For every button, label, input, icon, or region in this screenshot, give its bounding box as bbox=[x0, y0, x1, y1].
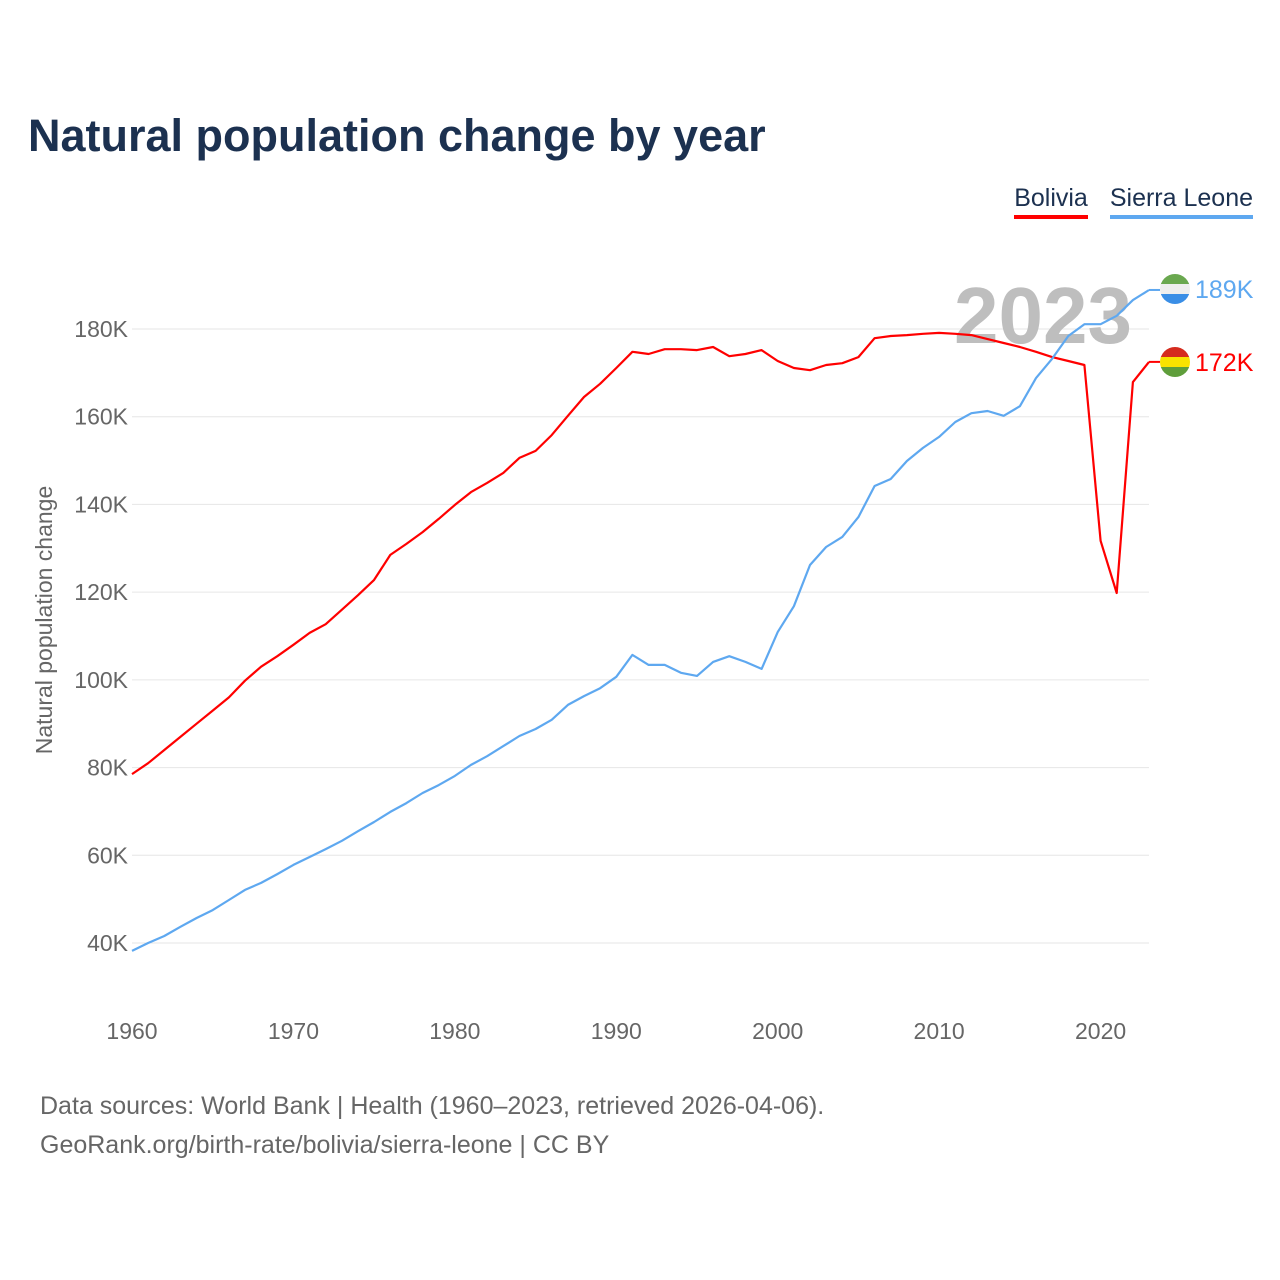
y-tick-label: 100K bbox=[74, 667, 128, 693]
flag-sierra-leone-icon bbox=[1160, 274, 1190, 304]
x-tick-label: 1980 bbox=[429, 1018, 480, 1044]
x-tick-label: 2020 bbox=[1075, 1018, 1126, 1044]
y-tick-label: 160K bbox=[74, 404, 128, 430]
chart-title: Natural population change by year bbox=[28, 110, 766, 161]
y-tick-label: 120K bbox=[74, 579, 128, 605]
x-tick-label: 1960 bbox=[106, 1018, 157, 1044]
series-line-sierra-leone bbox=[131, 289, 1150, 952]
x-tick-label: 1970 bbox=[268, 1018, 319, 1044]
x-tick-label: 2010 bbox=[914, 1018, 965, 1044]
source-link[interactable]: GeoRank.org/birth-rate/bolivia/sierra-le… bbox=[40, 1131, 610, 1159]
footer: Data sources: World Bank | Health (1960–… bbox=[40, 1087, 824, 1165]
end-value-label: 189K bbox=[1195, 276, 1254, 304]
legend: Bolivia Sierra Leone bbox=[1014, 184, 1253, 219]
y-tick-label: 140K bbox=[74, 491, 128, 517]
series-line-bolivia bbox=[131, 331, 1150, 776]
y-axis-label: Natural population change bbox=[31, 486, 57, 755]
data-sources: Data sources: World Bank | Health (1960–… bbox=[40, 1092, 825, 1120]
legend-item-bolivia[interactable]: Bolivia bbox=[1014, 184, 1088, 219]
flag-bolivia-icon bbox=[1160, 347, 1190, 377]
y-tick-label: 40K bbox=[87, 930, 129, 956]
y-tick-label: 180K bbox=[74, 316, 128, 342]
end-value-label: 172K bbox=[1195, 349, 1254, 377]
x-tick-label: 2000 bbox=[752, 1018, 803, 1044]
y-tick-label: 60K bbox=[87, 842, 129, 868]
x-tick-label: 1990 bbox=[591, 1018, 642, 1044]
y-tick-label: 80K bbox=[87, 755, 129, 781]
legend-item-sierra-leone[interactable]: Sierra Leone bbox=[1109, 184, 1253, 219]
year-watermark: 2023 bbox=[954, 271, 1132, 360]
